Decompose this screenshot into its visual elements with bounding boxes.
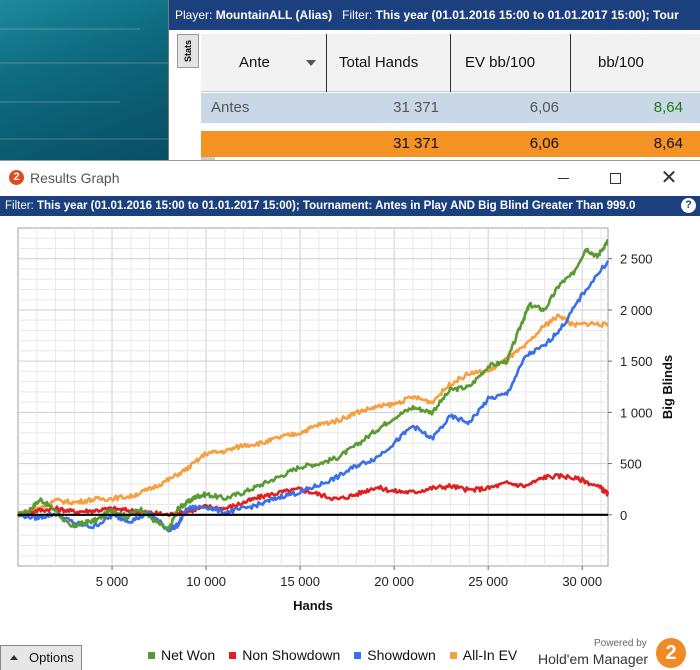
legend-swatch (229, 652, 237, 659)
legend-item[interactable]: All-In EV (449, 647, 518, 663)
close-icon: ✕ (660, 167, 678, 189)
legend-label: Net Won (161, 647, 216, 663)
x-tick-label: 30 000 (562, 574, 602, 589)
y-tick-label: 500 (620, 457, 642, 472)
filter-tail: Tour (653, 8, 679, 22)
x-tick-label: 25 000 (468, 574, 508, 589)
column-header-total-hands[interactable]: Total Hands (327, 34, 451, 92)
column-header-label: EV bb/100 (465, 54, 536, 71)
stats-filter-bar: Player: MountainALL (Alias) Filter: This… (169, 0, 700, 30)
brand-logo-icon: 2 (656, 638, 686, 668)
x-tick-label: 10 000 (186, 574, 226, 589)
x-tick-label: 15 000 (280, 574, 320, 589)
filter-label: Filter: (342, 8, 373, 22)
filter-value: This year (01.01.2016 15:00 to 01.01.201… (36, 200, 636, 212)
cell-total-hands: 31 371 (393, 135, 439, 152)
minimize-button[interactable] (540, 165, 586, 191)
player-label: Player: (175, 8, 213, 22)
brand-name: Hold'em Manager (538, 651, 649, 667)
y-tick-label: 1 500 (620, 354, 653, 369)
legend-swatch (148, 652, 155, 659)
legend-label: Non Showdown (242, 647, 341, 663)
stats-table-header: Ante Total Hands EV bb/100 bb/100 (201, 34, 700, 92)
cell-bb100: 8,64 (653, 135, 683, 152)
maximize-button[interactable] (592, 165, 638, 191)
powered-by-label: Powered by (594, 638, 647, 649)
series-line-all-in-ev (17, 313, 609, 518)
table-row[interactable]: Antes 31 371 6,06 8,64 (201, 93, 700, 123)
stats-tab-edge (201, 157, 215, 161)
desktop-background (0, 0, 168, 160)
y-tick-label: 2 500 (620, 252, 653, 267)
filter-label: Filter: (5, 200, 34, 212)
dropdown-arrow-icon[interactable] (306, 60, 316, 66)
cell-ante: Antes (211, 99, 250, 116)
column-header-label: Total Hands (339, 54, 419, 71)
legend-swatch (354, 652, 362, 659)
column-header-ev-bb100[interactable]: EV bb/100 (451, 34, 571, 92)
x-axis-label: Hands (293, 598, 333, 613)
brand-block: Powered by Hold'em Manager 2 (538, 635, 700, 670)
player-value[interactable]: MountainALL (Alias) (215, 8, 333, 22)
results-chart: 5 000 10 000 15 000 20 000 25 000 30 000 0 500 1… (16, 227, 675, 613)
title-bar[interactable]: 2 Results Graph ✕ (0, 161, 700, 195)
column-header-label: bb/100 (598, 54, 644, 71)
options-button[interactable]: Options (0, 645, 82, 670)
series-line-non-showdown (16, 473, 610, 518)
cell-ev-bb100: 6,06 (529, 135, 559, 152)
y-tick-label: 2 000 (620, 303, 653, 318)
y-axis-label: Big Blinds (660, 355, 675, 419)
options-label: Options (29, 650, 74, 665)
legend-item[interactable]: Showdown (354, 647, 436, 663)
stats-side-tab[interactable]: Stats (177, 34, 199, 68)
maximize-icon (610, 173, 621, 184)
cell-bb100: 8,64 (653, 99, 683, 116)
window-title: Results Graph (30, 170, 120, 186)
minimize-icon (558, 178, 569, 179)
x-tick-label: 20 000 (374, 574, 414, 589)
series-line-showdown (17, 260, 610, 533)
table-total-row[interactable]: 31 371 6,06 8,64 (201, 131, 700, 157)
close-button[interactable]: ✕ (646, 165, 692, 191)
legend-item[interactable]: Net Won (148, 647, 215, 663)
cell-ev-bb100: 6,06 (529, 99, 559, 116)
help-icon[interactable]: ? (681, 198, 696, 213)
cell-total-hands: 31 371 (393, 99, 439, 116)
graph-filter-bar[interactable]: Filter: This year (01.01.2016 15:00 to 0… (0, 196, 700, 216)
chevron-up-icon (10, 655, 18, 660)
stats-window: Player: MountainALL (Alias) Filter: This… (168, 0, 700, 161)
legend-swatch (449, 652, 457, 659)
column-header-label: Ante (239, 54, 270, 71)
chart-legend: Net Won Non Showdown Showdown All-In EV (148, 647, 531, 667)
series-line-net-won (17, 239, 609, 532)
column-header-ante[interactable]: Ante (201, 34, 327, 92)
app-logo-icon: 2 (9, 170, 24, 185)
filter-value[interactable]: This year (01.01.2016 15:00 to 01.01.201… (375, 8, 650, 22)
y-tick-label: 1 000 (620, 405, 653, 420)
legend-label: All-In EV (462, 647, 518, 663)
y-tick-label: 0 (620, 508, 627, 523)
results-graph-window: 2 Results Graph ✕ Filter: This year (01.… (0, 160, 700, 670)
legend-item[interactable]: Non Showdown (229, 647, 340, 663)
column-header-bb100[interactable]: bb/100 (571, 34, 700, 92)
legend-label: Showdown (367, 647, 436, 663)
x-tick-label: 5 000 (96, 574, 129, 589)
